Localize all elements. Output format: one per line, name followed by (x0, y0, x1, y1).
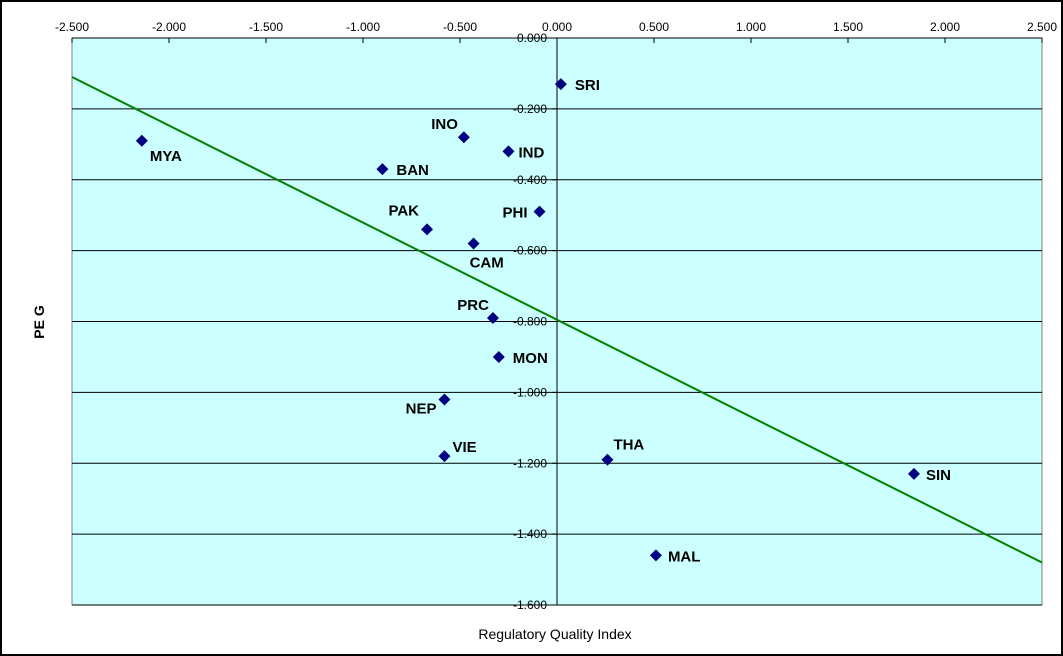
point-label-ban: BAN (396, 162, 429, 179)
x-tick-label: 1.500 (833, 20, 863, 34)
point-label-vie: VIE (452, 439, 476, 456)
x-tick-label: -1.000 (346, 20, 380, 34)
y-tick-label: -0.600 (513, 244, 547, 258)
point-label-ind: IND (519, 144, 545, 161)
x-tick-label: 2.000 (930, 20, 960, 34)
data-point-cam (467, 237, 480, 250)
data-point-sin (907, 467, 920, 480)
tick-labels: -2.500 -2.000 -1.500 -1.000 -0.500 0.000 0.500… (55, 20, 1057, 612)
data-point-ban (376, 163, 389, 176)
x-tick-label: 0.500 (639, 20, 669, 34)
data-point-pak (421, 223, 434, 236)
x-tick-label: 1.000 (736, 20, 766, 34)
x-tick-label: -1.500 (249, 20, 283, 34)
data-point-ino (457, 131, 470, 144)
point-label-sri: SRI (575, 77, 600, 94)
data-point-tha (601, 453, 614, 466)
point-label-mal: MAL (668, 548, 701, 565)
point-label-phi: PHI (503, 205, 528, 222)
x-tick-label: -2.000 (152, 20, 186, 34)
point-label-pak: PAK (388, 202, 419, 219)
point-label-mya: MYA (150, 148, 182, 165)
point-label-nep: NEP (406, 400, 437, 417)
data-point-mal (649, 549, 662, 562)
x-axis-label: Regulatory Quality Index (478, 626, 631, 642)
x-tick-label: -0.500 (443, 20, 477, 34)
axes (71, 37, 1043, 606)
point-label-mon: MON (513, 350, 548, 367)
y-tick-label: -0.400 (513, 173, 547, 187)
data-point-mon (492, 350, 505, 363)
point-label-ino: INO (431, 116, 458, 133)
data-point-vie (438, 450, 451, 463)
y-tick-label: -0.200 (513, 102, 547, 116)
y-tick-label: -1.600 (513, 598, 547, 612)
data-points: SRI INO MYA IND BAN PHI PAK CAM PRC MON NEP VIE THA S… (135, 77, 951, 565)
trendline-group (71, 76, 1043, 564)
x-tick-label: 0.000 (542, 20, 572, 34)
point-label-prc: PRC (457, 297, 489, 314)
point-label-tha: THA (613, 437, 644, 454)
x-tick-label: 2.500 (1027, 20, 1057, 34)
data-point-mya (135, 134, 148, 147)
y-tick-label: -1.200 (513, 456, 547, 470)
data-point-ind (502, 145, 515, 158)
y-axis-label: PE G (31, 305, 47, 339)
data-point-nep (438, 393, 451, 406)
x-tick-label: -2.500 (55, 20, 89, 34)
data-point-sri (554, 78, 567, 91)
data-point-prc (486, 311, 499, 324)
y-tick-label: -1.000 (513, 385, 547, 399)
trendline (71, 76, 1043, 564)
y-tick-label: 0.000 (517, 31, 547, 45)
data-point-phi (533, 205, 546, 218)
point-label-sin: SIN (926, 467, 951, 484)
y-tick-label: -1.400 (513, 527, 547, 541)
y-tick-label: -0.800 (513, 315, 547, 329)
point-label-cam: CAM (470, 255, 504, 272)
